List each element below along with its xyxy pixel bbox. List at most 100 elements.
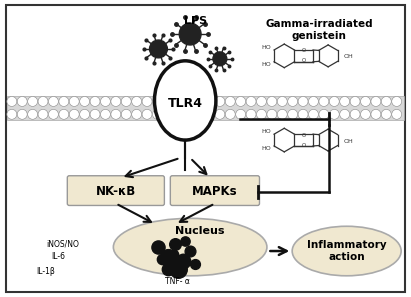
Circle shape [371,109,381,119]
Text: Inflammatory
action: Inflammatory action [307,240,386,262]
Circle shape [392,109,402,119]
Text: OH: OH [344,139,353,144]
Circle shape [101,97,111,106]
Text: LPS: LPS [184,16,207,26]
Circle shape [246,97,256,106]
Circle shape [173,97,183,106]
Circle shape [194,109,204,119]
Circle shape [48,109,58,119]
Ellipse shape [155,61,216,140]
Circle shape [319,109,329,119]
Circle shape [236,109,246,119]
Point [165,255,172,259]
Circle shape [184,97,194,106]
Circle shape [213,52,227,66]
Circle shape [381,97,391,106]
Text: HO: HO [261,45,271,50]
Circle shape [142,109,152,119]
Circle shape [256,109,266,119]
Circle shape [152,97,162,106]
Circle shape [371,97,381,106]
Circle shape [329,97,339,106]
Circle shape [111,97,121,106]
Point [159,257,166,261]
Point [172,242,178,247]
Circle shape [256,97,266,106]
Circle shape [184,109,194,119]
Circle shape [277,109,287,119]
Text: HO: HO [261,61,271,67]
Circle shape [69,97,79,106]
FancyBboxPatch shape [67,176,164,206]
Circle shape [267,109,277,119]
Circle shape [225,97,235,106]
Circle shape [59,97,69,106]
Text: O: O [302,143,306,148]
Circle shape [7,109,17,119]
Text: Gamma-irradiated
genistein: Gamma-irradiated genistein [265,19,373,41]
Circle shape [132,109,142,119]
Text: iNOS/NO: iNOS/NO [46,240,79,249]
Bar [7,96,404,120]
Circle shape [350,97,360,106]
Circle shape [277,97,287,106]
Text: HO: HO [261,146,271,151]
Circle shape [80,97,90,106]
Circle shape [17,97,27,106]
Circle shape [205,97,215,106]
Circle shape [152,109,162,119]
Point [182,239,189,244]
Circle shape [267,97,277,106]
Circle shape [215,109,225,119]
Circle shape [360,97,370,106]
Circle shape [288,97,298,106]
Point [165,266,172,271]
Circle shape [246,109,256,119]
Circle shape [298,109,308,119]
Circle shape [309,109,319,119]
Circle shape [150,40,167,58]
Circle shape [38,97,48,106]
Circle shape [90,97,100,106]
Circle shape [329,109,339,119]
Point [171,252,178,256]
Text: NK-κB: NK-κB [96,185,136,198]
Circle shape [101,109,111,119]
Circle shape [215,97,225,106]
Circle shape [17,109,27,119]
FancyBboxPatch shape [170,176,259,206]
Circle shape [48,97,58,106]
Circle shape [111,109,121,119]
Text: O: O [302,132,306,138]
Text: TNF- α: TNF- α [165,277,190,286]
Text: IL-6: IL-6 [51,252,65,261]
Circle shape [319,97,329,106]
Point [155,245,162,249]
Circle shape [340,97,350,106]
Circle shape [392,97,402,106]
Ellipse shape [113,218,267,276]
Text: HO: HO [261,129,271,134]
Text: O: O [302,48,306,53]
Circle shape [194,97,204,106]
Circle shape [121,97,131,106]
Circle shape [28,109,37,119]
Point [180,259,187,263]
Circle shape [80,109,90,119]
Circle shape [59,109,69,119]
Circle shape [179,23,201,45]
Text: TLR4: TLR4 [168,97,203,110]
Circle shape [69,109,79,119]
Text: O: O [302,59,306,63]
Circle shape [205,109,215,119]
Circle shape [381,109,391,119]
Circle shape [132,97,142,106]
Circle shape [360,109,370,119]
Circle shape [225,109,235,119]
Circle shape [236,97,246,106]
Ellipse shape [292,226,401,276]
Text: Nucleus: Nucleus [175,226,225,236]
Circle shape [309,97,319,106]
Circle shape [121,109,131,119]
Circle shape [173,109,183,119]
